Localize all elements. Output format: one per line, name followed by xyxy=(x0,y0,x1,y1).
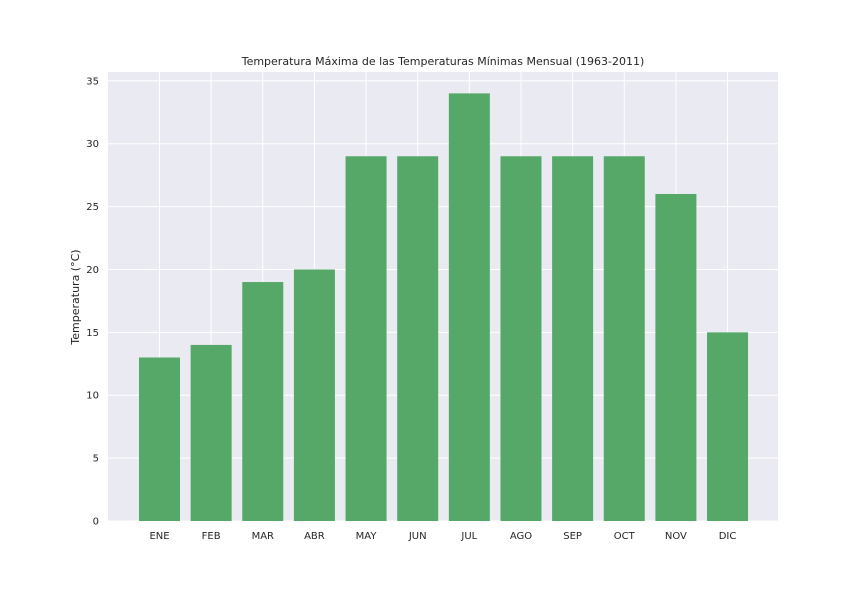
x-tick-label: JUL xyxy=(460,531,477,542)
bar-ago xyxy=(500,156,542,521)
x-tick-label: MAR xyxy=(252,531,274,542)
y-tick-label: 20 xyxy=(86,265,99,276)
x-tick-label: MAY xyxy=(356,531,378,542)
y-tick-label: 35 xyxy=(86,76,99,87)
x-tick-label: OCT xyxy=(614,531,636,542)
y-tick-label: 15 xyxy=(86,328,99,339)
bar-feb xyxy=(190,344,232,521)
y-tick-labels: 0 5 10 15 20 25 30 35 xyxy=(86,76,99,527)
y-tick-label: 5 xyxy=(93,454,99,465)
bars xyxy=(139,93,749,521)
x-tick-label: NOV xyxy=(665,531,687,542)
bar-sep xyxy=(552,156,594,521)
bar-jul xyxy=(448,93,490,521)
bar-abr xyxy=(293,269,335,521)
x-tick-labels: ENE FEB MAR ABR MAY JUN JUL AGO SEP OCT NOV DIC xyxy=(149,531,736,542)
y-tick-label: 30 xyxy=(86,139,99,150)
x-tick-label: ENE xyxy=(149,531,169,542)
x-tick-label: AGO xyxy=(510,531,532,542)
y-tick-label: 10 xyxy=(86,391,99,402)
x-tick-label: DIC xyxy=(719,531,737,542)
y-axis-label: Temperatura (°C) xyxy=(69,249,82,345)
x-tick-label: FEB xyxy=(202,531,221,542)
chart-title: Temperatura Máxima de las Temperaturas M… xyxy=(241,55,645,68)
x-tick-label: ABR xyxy=(304,531,325,542)
bar-dic xyxy=(707,332,749,521)
x-tick-label: SEP xyxy=(563,531,582,542)
bar-mar xyxy=(242,282,284,521)
x-tick-label: JUN xyxy=(408,531,427,542)
y-tick-label: 25 xyxy=(86,202,99,213)
bar-jun xyxy=(397,156,439,521)
bar-ene xyxy=(139,357,180,521)
bar-oct xyxy=(603,156,645,521)
bar-may xyxy=(345,156,387,521)
y-tick-label: 0 xyxy=(93,517,99,528)
bar-nov xyxy=(655,193,697,521)
